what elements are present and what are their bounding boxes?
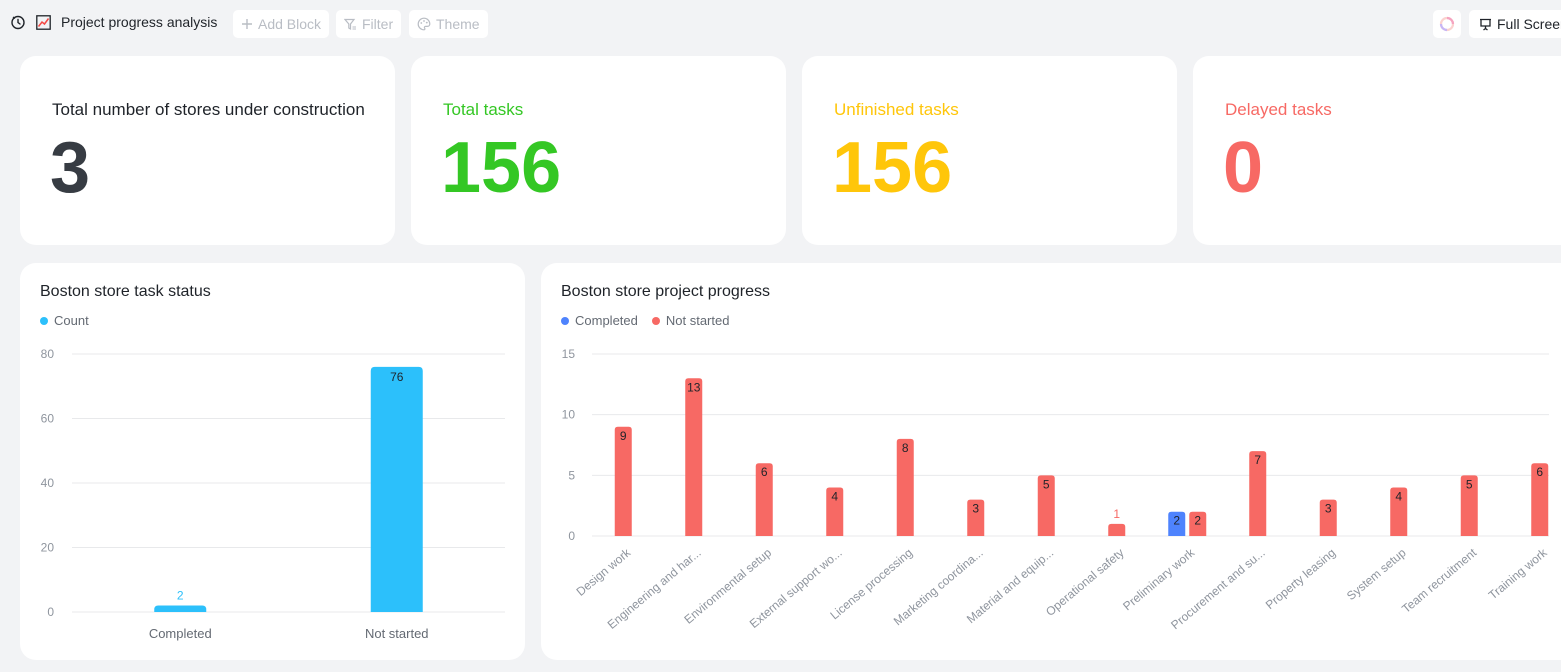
x-tick-label: Not started — [365, 626, 429, 641]
theme-label: Theme — [436, 16, 480, 32]
x-tick-label: Design work — [574, 545, 634, 599]
legend-label: Not started — [665, 313, 730, 328]
bar — [967, 499, 985, 536]
chart-title: Boston store project progress — [561, 283, 770, 300]
bar — [1168, 511, 1186, 536]
kpi-label: Unfinished tasks — [834, 100, 959, 119]
data-label: 2 — [177, 589, 184, 603]
legend-label: Completed — [575, 313, 638, 328]
bar — [154, 605, 207, 612]
kpi-card-delayed-tasks: Delayed tasks 0 — [1193, 56, 1561, 245]
data-label: 3 — [1325, 502, 1332, 516]
bar — [755, 463, 773, 536]
data-label: 9 — [620, 429, 627, 443]
data-label: 5 — [1043, 477, 1050, 491]
dashboard-title-group: Project progress analysis — [10, 14, 217, 30]
kpi-value: 3 — [50, 128, 91, 208]
x-tick-label: Property leasing — [1263, 546, 1338, 612]
plus-icon — [241, 18, 253, 30]
data-label: 8 — [902, 441, 909, 455]
bar — [685, 378, 703, 536]
kpi-card-unfinished-tasks: Unfinished tasks 156 — [802, 56, 1177, 245]
history-icon[interactable] — [10, 14, 26, 30]
palette-icon — [417, 17, 431, 31]
kpi-value: 0 — [1223, 128, 1264, 208]
data-label: 6 — [1536, 465, 1543, 479]
y-tick-label: 60 — [41, 412, 55, 426]
x-tick-label: Preliminary work — [1120, 545, 1198, 613]
legend-item-not-started[interactable]: Not started — [651, 313, 730, 328]
legend-dot — [651, 316, 660, 325]
data-label: 6 — [761, 465, 768, 479]
legend-item-count[interactable]: Count — [40, 313, 89, 328]
data-label: 13 — [687, 380, 701, 394]
legend-label: Count — [54, 313, 89, 328]
chart-legend: Count — [40, 313, 89, 328]
data-label: 3 — [972, 502, 979, 516]
presentation-icon — [1479, 18, 1492, 31]
filter-label: Filter — [362, 16, 394, 32]
y-tick-label: 15 — [562, 347, 576, 361]
kpi-label: Total number of stores under constructio… — [52, 100, 365, 119]
chart-legend: Completed Not started — [561, 313, 729, 328]
x-tick-label: Completed — [149, 626, 212, 641]
bar — [1189, 511, 1207, 536]
bar — [1249, 451, 1267, 536]
toolbar: Project progress analysis Add Block Filt… — [0, 0, 1561, 48]
kpi-card-total-tasks: Total tasks 156 — [411, 56, 786, 245]
add-block-button[interactable]: Add Block — [233, 10, 330, 38]
data-label: 5 — [1466, 477, 1473, 491]
bar — [1037, 475, 1055, 536]
dashboard-title: Project progress analysis — [61, 14, 218, 30]
data-label: 1 — [1113, 507, 1120, 521]
y-tick-label: 5 — [568, 468, 575, 482]
add-block-label: Add Block — [258, 16, 322, 32]
y-tick-label: 0 — [568, 529, 575, 543]
filter-icon — [344, 18, 357, 31]
kpi-value: 156 — [441, 128, 562, 208]
data-label: 76 — [390, 370, 404, 384]
y-tick-label: 10 — [562, 408, 576, 422]
y-tick-label: 40 — [41, 476, 55, 490]
data-label: 4 — [1395, 489, 1402, 503]
theme-button[interactable]: Theme — [409, 10, 488, 38]
y-tick-label: 80 — [41, 347, 55, 361]
data-label: 2 — [1173, 514, 1180, 528]
bar — [826, 487, 844, 536]
bar — [896, 438, 914, 536]
kpi-card-stores: Total number of stores under constructio… — [20, 56, 395, 245]
chart-card-project-progress: Boston store project progress Completed … — [541, 263, 1561, 660]
filter-button[interactable]: Filter — [336, 10, 402, 38]
data-label: 4 — [831, 489, 838, 503]
full-screen-button[interactable]: Full Screen — [1469, 10, 1561, 38]
data-label: 2 — [1194, 514, 1201, 528]
loading-ring-icon — [1439, 16, 1455, 32]
x-tick-label: System setup — [1344, 545, 1409, 603]
kpi-value: 156 — [832, 128, 953, 208]
legend-item-completed[interactable]: Completed — [561, 313, 638, 328]
bar — [614, 426, 632, 536]
refresh-button[interactable] — [1433, 10, 1461, 38]
bar — [1531, 463, 1549, 536]
bar — [1390, 487, 1408, 536]
chart-card-task-status: Boston store task status Count 0 20 40 60 80… — [20, 263, 525, 660]
chart-title: Boston store task status — [40, 283, 211, 300]
legend-dot — [40, 316, 48, 325]
legend-dot — [561, 316, 569, 325]
dashboard-chart-icon — [36, 14, 51, 30]
x-tick-label: Team recruitment — [1399, 545, 1480, 616]
y-tick-label: 0 — [47, 605, 54, 619]
kpi-label: Total tasks — [443, 100, 524, 119]
bar — [1108, 523, 1126, 536]
full-screen-label: Full Screen — [1497, 16, 1561, 32]
bar — [1319, 499, 1337, 536]
bar — [370, 366, 423, 612]
bar — [1460, 475, 1478, 536]
y-tick-label: 20 — [41, 541, 55, 555]
data-label: 7 — [1254, 453, 1261, 467]
kpi-label: Delayed tasks — [1225, 100, 1332, 119]
task-status-chart: 0 20 40 60 80 2 Completed 76 Not started — [41, 347, 505, 641]
x-tick-label: Training work — [1486, 545, 1551, 602]
